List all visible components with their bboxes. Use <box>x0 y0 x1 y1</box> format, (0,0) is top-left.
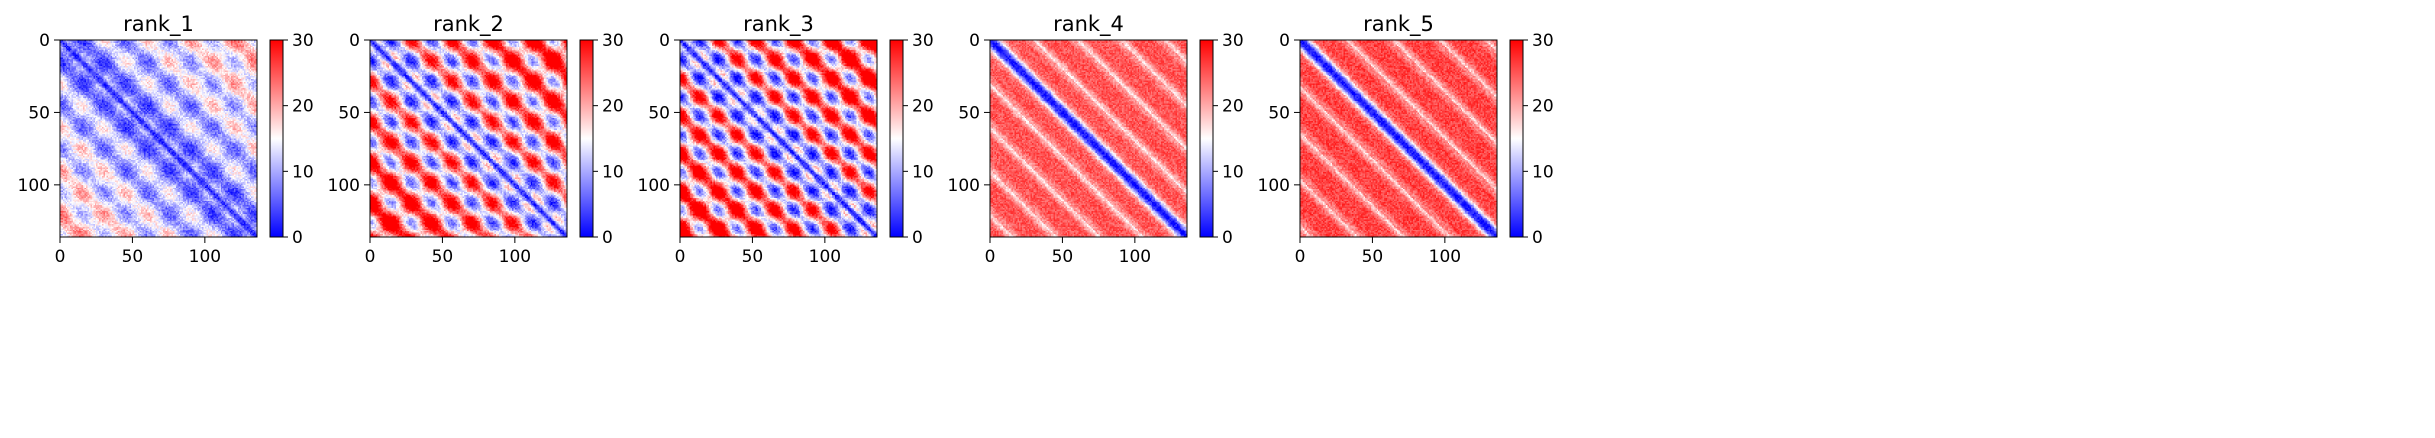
x-tick-label: 50 <box>1052 247 1074 267</box>
chart-title: rank_1 <box>123 12 194 37</box>
y-tick-label: 100 <box>948 176 980 196</box>
y-tick-label: 0 <box>969 31 980 51</box>
y-tick-label: 100 <box>1258 176 1290 196</box>
colorbar-tick-label: 30 <box>1222 31 1244 51</box>
y-tick-label: 0 <box>349 31 360 51</box>
x-tick-label: 100 <box>1429 247 1461 267</box>
x-tick-label: 0 <box>675 247 686 267</box>
chart-panel-rank_2: rank_2 0 50 100 0 50 100 0 10 20 30 <box>328 12 624 267</box>
colorbar-tick-label: 20 <box>292 97 314 117</box>
y-tick-label: 0 <box>1279 31 1290 51</box>
colorbar-tick-label: 20 <box>1222 97 1244 117</box>
chart-panel-rank_3: rank_3 0 50 100 0 50 100 0 10 20 30 <box>638 12 934 267</box>
y-tick-label: 0 <box>39 31 50 51</box>
colorbar-tick-label: 30 <box>292 31 314 51</box>
x-tick-label: 100 <box>499 247 531 267</box>
x-tick-label: 100 <box>1119 247 1151 267</box>
heatmap-image <box>680 40 877 237</box>
x-tick-label: 50 <box>122 247 144 267</box>
x-tick-label: 0 <box>1295 247 1306 267</box>
plot-frame <box>59 39 258 238</box>
colorbar-tick-label: 20 <box>1532 97 1554 117</box>
y-tick-label: 50 <box>338 103 360 123</box>
colorbar-tick-label: 0 <box>912 228 923 248</box>
chart-panel-rank_1: rank_1 0 50 100 0 50 100 0 10 20 30 <box>18 12 314 267</box>
y-tick-label: 100 <box>18 176 50 196</box>
y-tick-label: 50 <box>958 103 980 123</box>
x-tick-label: 0 <box>55 247 66 267</box>
chart-panel-rank_4: rank_4 0 50 100 0 50 100 0 10 20 30 <box>948 12 1244 267</box>
colorbar-tick-label: 10 <box>292 162 314 182</box>
colorbar-tick-label: 30 <box>912 31 934 51</box>
x-tick-label: 0 <box>365 247 376 267</box>
y-tick-label: 0 <box>659 31 670 51</box>
chart-title: rank_5 <box>1363 12 1434 37</box>
x-tick-label: 0 <box>985 247 996 267</box>
colorbar <box>579 39 594 238</box>
colorbar-tick-label: 20 <box>602 97 624 117</box>
chart-title: rank_4 <box>1053 12 1124 37</box>
y-tick-label: 50 <box>28 103 50 123</box>
colorbar-tick-label: 10 <box>1222 162 1244 182</box>
colorbar-tick-label: 0 <box>292 228 303 248</box>
chart-title: rank_3 <box>743 12 814 37</box>
colorbar <box>1509 39 1524 238</box>
colorbar-tick-label: 30 <box>1532 31 1554 51</box>
x-tick-label: 50 <box>1362 247 1384 267</box>
chart-panel-rank_5: rank_5 0 50 100 0 50 100 0 10 20 30 <box>1258 12 1554 267</box>
y-tick-label: 50 <box>648 103 670 123</box>
colorbar <box>269 39 284 238</box>
x-tick-label: 100 <box>189 247 221 267</box>
plot-frame <box>369 39 568 238</box>
plot-frame <box>1299 39 1498 238</box>
y-tick-label: 50 <box>1268 103 1290 123</box>
colorbar-tick-label: 10 <box>602 162 624 182</box>
x-tick-label: 50 <box>742 247 764 267</box>
colorbar-tick-label: 10 <box>1532 162 1554 182</box>
heatmap-image <box>1300 40 1497 237</box>
x-tick-label: 100 <box>809 247 841 267</box>
heatmap-image <box>60 40 257 237</box>
y-tick-label: 100 <box>328 176 360 196</box>
heatmap-image <box>990 40 1187 237</box>
colorbar-tick-label: 30 <box>602 31 624 51</box>
colorbar <box>889 39 904 238</box>
plot-frame <box>679 39 878 238</box>
colorbar-tick-label: 10 <box>912 162 934 182</box>
colorbar-tick-label: 0 <box>602 228 613 248</box>
colorbar-tick-label: 20 <box>912 97 934 117</box>
y-tick-label: 100 <box>638 176 670 196</box>
colorbar-tick-label: 0 <box>1532 228 1543 248</box>
chart-title: rank_2 <box>433 12 504 37</box>
colorbar-tick-label: 0 <box>1222 228 1233 248</box>
colorbar <box>1199 39 1214 238</box>
heatmap-image <box>370 40 567 237</box>
plot-frame <box>989 39 1188 238</box>
x-tick-label: 50 <box>432 247 454 267</box>
